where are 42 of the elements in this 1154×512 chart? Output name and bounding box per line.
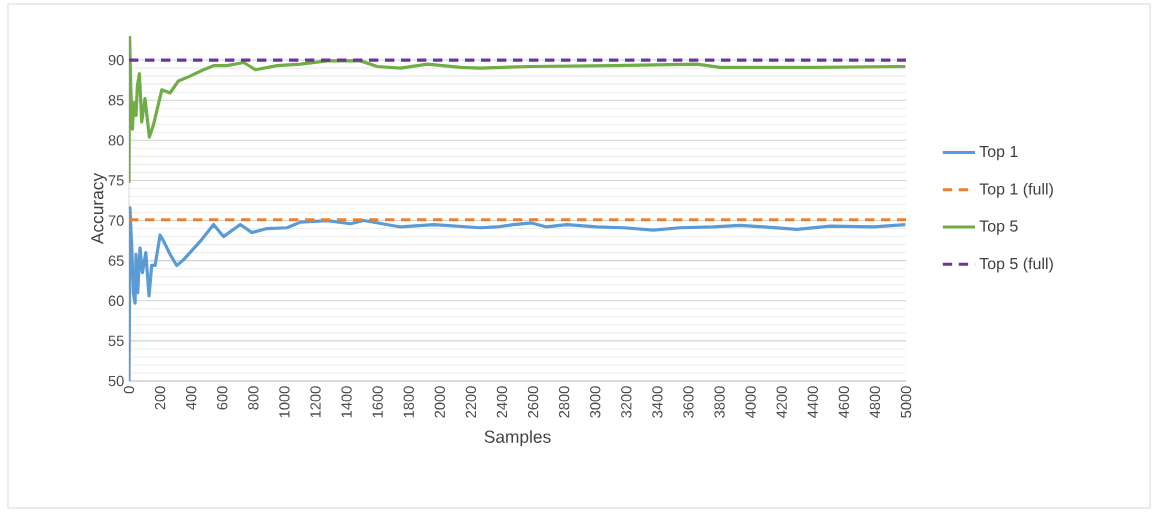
y-tick-label: 80 (108, 135, 124, 146)
x-tick-label: 3600 (683, 386, 694, 418)
x-tick-label: 2600 (527, 386, 539, 418)
y-tick-label: 85 (108, 95, 124, 106)
legend-label: Top 5 (979, 220, 1018, 235)
x-tick-label: 1400 (341, 386, 352, 418)
line-series (129, 36, 906, 185)
legend-label: Top 5 (full) (979, 257, 1053, 273)
x-tick-label: 4600 (838, 386, 850, 418)
x-tick-label: 4000 (745, 386, 756, 418)
x-tick-label: 3800 (714, 386, 725, 418)
x-tick-label: 4400 (807, 386, 818, 418)
legend-label: Top 1 (979, 145, 1018, 161)
x-tick-label: 2000 (434, 386, 445, 418)
x-tick-label: 4800 (869, 386, 881, 418)
x-tick-label: 3000 (590, 386, 601, 418)
y-tick-label: 55 (108, 335, 124, 347)
x-tick-label: 1200 (310, 386, 321, 418)
x-tick-label: 1600 (372, 386, 383, 418)
x-tick-label: 0 (123, 386, 135, 394)
x-tick-label: 400 (185, 386, 197, 410)
x-tick-label: 600 (217, 386, 228, 410)
x-tick-label: 200 (154, 386, 166, 410)
x-tick-label: 2400 (496, 386, 508, 418)
x-tick-label: 3200 (621, 386, 632, 418)
x-tick-label: 5000 (900, 386, 912, 418)
y-tick-label: 75 (108, 175, 124, 186)
y-tick-label: 65 (108, 255, 124, 266)
y-tick-label: 70 (108, 215, 124, 226)
y-tick-label: 60 (108, 295, 124, 306)
y-tick-label: 50 (108, 375, 124, 387)
x-tick-label: 4200 (776, 386, 787, 418)
x-tick-label: 800 (248, 386, 259, 410)
y-tick-label: 90 (108, 54, 124, 66)
x-tick-label: 2200 (465, 386, 477, 418)
x-tick-label: 3400 (652, 386, 663, 418)
y-axis-title: Accuracy (91, 172, 107, 245)
x-tick-label: 1000 (279, 386, 290, 418)
x-tick-label: 2800 (558, 386, 570, 418)
x-axis-title: Samples (484, 430, 551, 447)
legend-label: Top 1 (full) (979, 182, 1053, 198)
x-tick-label: 1800 (403, 386, 414, 418)
